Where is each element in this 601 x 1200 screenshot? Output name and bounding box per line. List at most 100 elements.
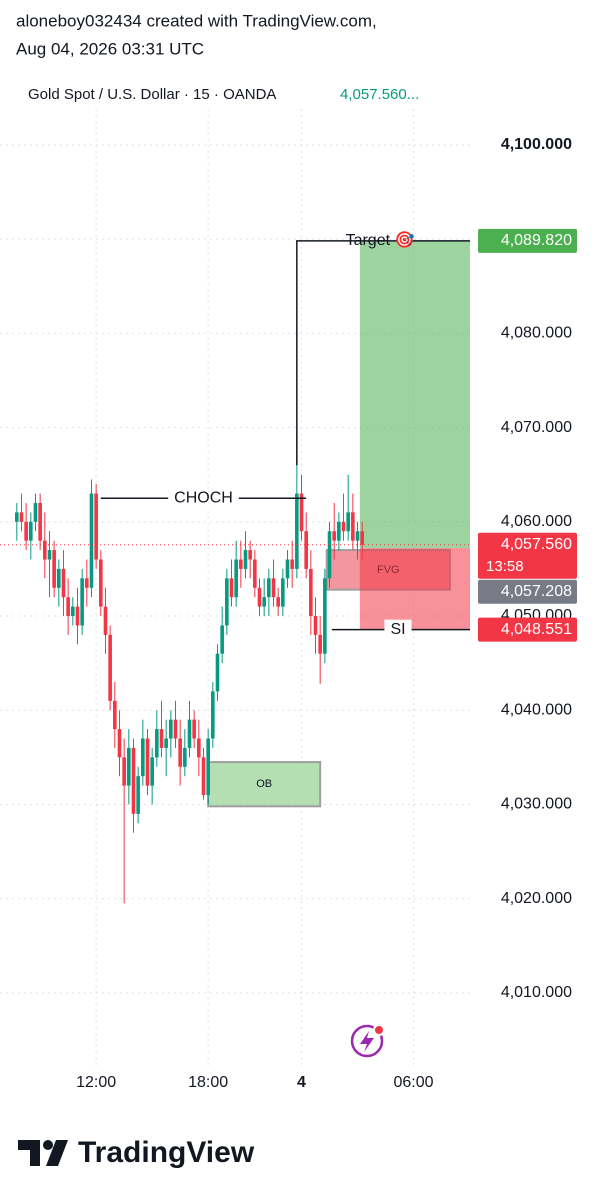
candle-body bbox=[225, 578, 229, 626]
lightning-icon bbox=[350, 1024, 385, 1058]
candle-body bbox=[164, 738, 168, 748]
candle-body bbox=[201, 757, 206, 796]
y-tick-label: 4,070.000 bbox=[501, 419, 572, 436]
candle-body bbox=[178, 738, 182, 767]
candle-body bbox=[122, 757, 126, 786]
candle-body bbox=[150, 757, 154, 786]
y-tick-label: 4,040.000 bbox=[501, 701, 572, 718]
x-tick-label: 18:00 bbox=[188, 1074, 228, 1091]
annotation-line bbox=[296, 240, 470, 466]
y-tick-label: 4,030.000 bbox=[501, 796, 572, 813]
candle-body bbox=[66, 597, 70, 617]
last-price-text: 4,057.560... bbox=[340, 86, 419, 103]
candle-body bbox=[257, 587, 262, 607]
candle-body bbox=[351, 512, 355, 541]
candle-body bbox=[61, 568, 66, 598]
candle-body bbox=[108, 634, 112, 701]
candle-body bbox=[155, 729, 159, 758]
candle-body bbox=[173, 719, 178, 739]
price-label: 4,089.820 bbox=[501, 232, 572, 249]
candle-body bbox=[206, 738, 210, 796]
candle-body bbox=[117, 729, 122, 758]
candle-body bbox=[52, 550, 56, 588]
candle-body bbox=[248, 550, 252, 560]
y-tick-label: 4,080.000 bbox=[501, 325, 572, 342]
candle-body bbox=[253, 559, 257, 588]
candle-body bbox=[192, 719, 196, 739]
candle-body bbox=[243, 550, 248, 569]
annotation-label: SI bbox=[390, 621, 405, 638]
candle-body bbox=[271, 578, 276, 598]
brand-name: TradingView bbox=[78, 1136, 255, 1169]
candle-body bbox=[323, 578, 327, 654]
candle-body bbox=[71, 606, 75, 617]
price-label-box bbox=[478, 579, 577, 604]
price-label-box bbox=[478, 228, 577, 253]
candle-body bbox=[267, 578, 271, 598]
candle-body bbox=[360, 531, 364, 545]
y-tick-label: 4,010.000 bbox=[501, 984, 572, 1001]
candle-body bbox=[43, 540, 47, 560]
candle-body bbox=[99, 559, 103, 607]
candle-body bbox=[276, 597, 280, 607]
candle-body bbox=[215, 653, 220, 692]
candle-body bbox=[75, 606, 80, 626]
candle-body bbox=[290, 559, 294, 569]
candle-body bbox=[337, 521, 341, 541]
candle-body bbox=[127, 747, 131, 786]
candle-body bbox=[103, 606, 108, 635]
candle-body bbox=[285, 559, 290, 579]
x-tick-label: 4 bbox=[297, 1074, 306, 1091]
annotation-bg bbox=[168, 488, 239, 509]
candle-body bbox=[141, 738, 145, 777]
candle-body bbox=[169, 719, 173, 739]
candle-body bbox=[89, 493, 94, 588]
candle-body bbox=[80, 578, 84, 626]
x-tick-label: 06:00 bbox=[394, 1074, 434, 1091]
zone bbox=[207, 761, 322, 808]
price-label: 4,048.551 bbox=[501, 621, 572, 638]
candle-body bbox=[332, 531, 336, 541]
candle-body bbox=[136, 776, 140, 814]
candle-body bbox=[299, 493, 304, 532]
y-tick-label: 4,020.000 bbox=[501, 890, 572, 907]
candle-body bbox=[355, 531, 360, 541]
timestamp: Aug 04, 2026 03:31 UTC bbox=[16, 39, 204, 58]
candle-body bbox=[295, 493, 299, 569]
candle-body bbox=[131, 747, 136, 814]
candle-body bbox=[187, 719, 192, 748]
target-zone bbox=[359, 240, 470, 549]
candle-body bbox=[341, 521, 346, 532]
candle-body bbox=[57, 568, 61, 588]
candle-body bbox=[313, 616, 318, 635]
candle-body bbox=[24, 521, 28, 541]
annotation-label: CHOCH bbox=[174, 489, 233, 506]
candle-body bbox=[197, 738, 201, 758]
candle-body bbox=[346, 512, 350, 532]
countdown: 13:58 bbox=[486, 558, 524, 575]
candle-body bbox=[239, 559, 243, 569]
price-label-box bbox=[478, 617, 577, 642]
brand-logo bbox=[18, 1140, 68, 1166]
candle-body bbox=[29, 521, 33, 541]
candle-body bbox=[281, 578, 285, 607]
annotation-label: Target 🎯 bbox=[346, 231, 415, 249]
candle-body bbox=[211, 691, 215, 739]
price-label: 4,057.560 bbox=[501, 536, 572, 553]
candle-body bbox=[33, 502, 38, 522]
candle-body bbox=[85, 578, 89, 588]
candle-body bbox=[47, 550, 52, 560]
candle-body bbox=[15, 512, 19, 522]
candle-body bbox=[19, 512, 24, 522]
x-tick-label: 12:00 bbox=[76, 1074, 116, 1091]
candle-body bbox=[318, 634, 322, 654]
candle-body bbox=[220, 625, 224, 654]
candle-body bbox=[94, 493, 98, 560]
price-label-box bbox=[478, 532, 577, 579]
candle-body bbox=[234, 559, 238, 598]
price-label: 4,057.208 bbox=[501, 583, 572, 600]
candle-body bbox=[113, 700, 117, 730]
candle-body bbox=[262, 597, 266, 607]
